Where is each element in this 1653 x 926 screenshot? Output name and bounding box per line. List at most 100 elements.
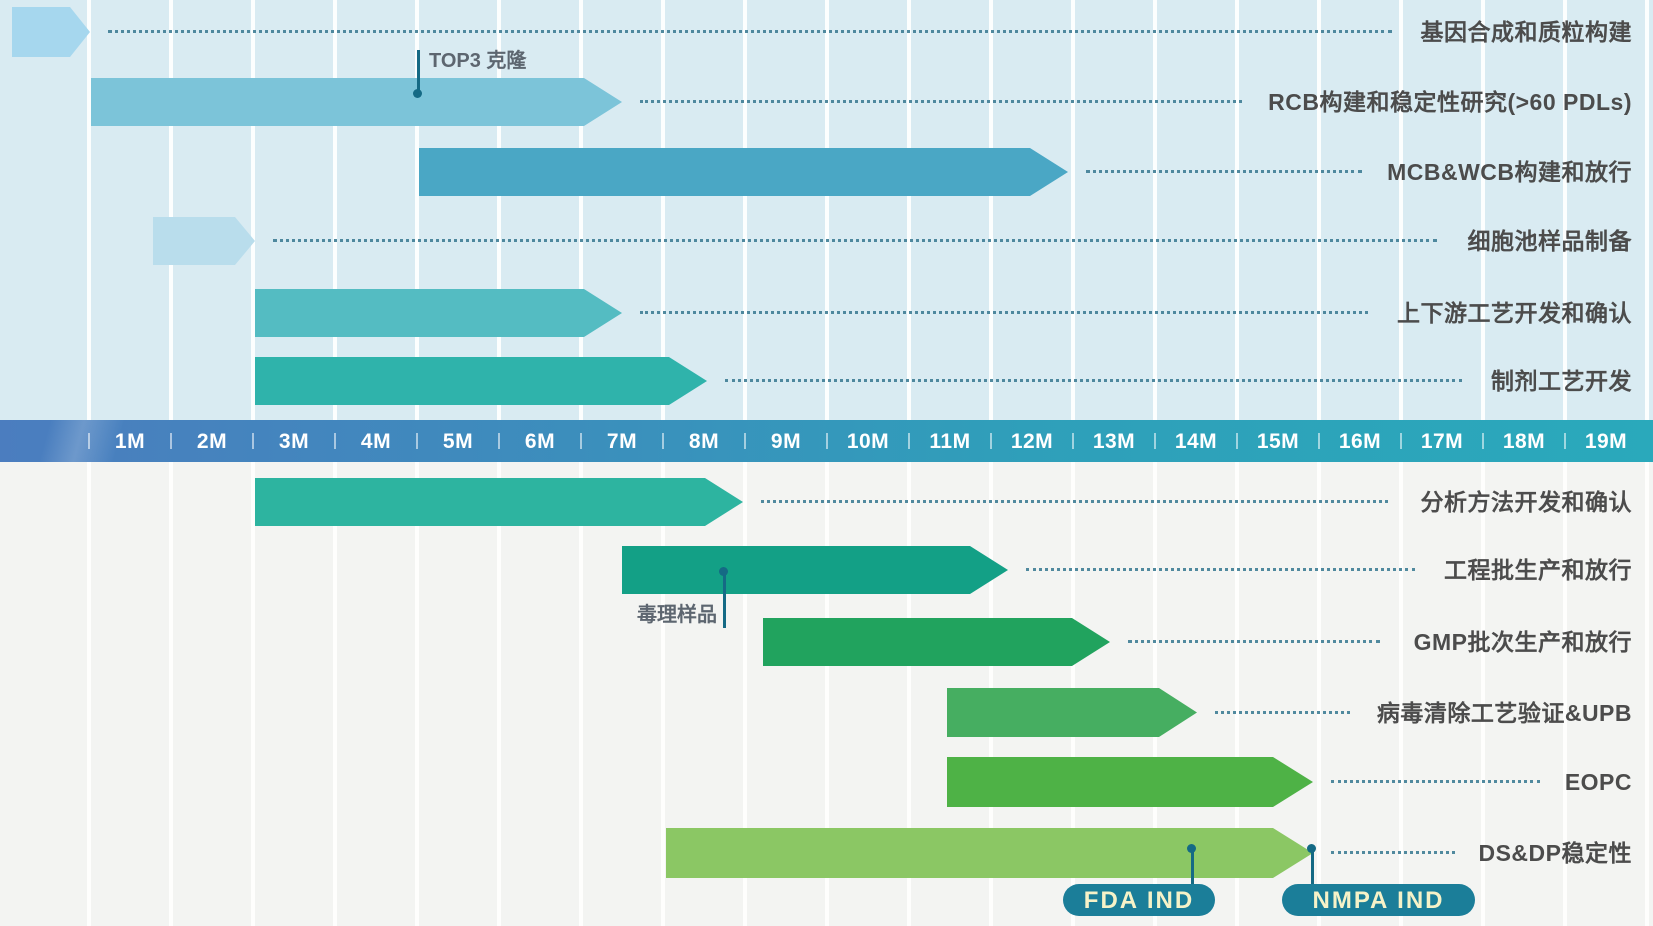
axis-month-label: 2M xyxy=(196,430,228,453)
axis-month-label: 9M xyxy=(770,430,802,453)
gridline-top xyxy=(1399,0,1403,420)
gridline-bottom xyxy=(1481,462,1485,926)
task-label: 病毒清除工艺验证&UPB xyxy=(1376,699,1632,726)
axis-month-label: 15M xyxy=(1256,430,1300,453)
axis-month-label: 12M xyxy=(1010,430,1054,453)
gridline-top xyxy=(989,0,993,420)
axis-month-label: 6M xyxy=(524,430,556,453)
axis-month-label: 13M xyxy=(1092,430,1136,453)
gridline-bottom xyxy=(333,462,337,926)
leader-dotted-line xyxy=(1331,851,1455,854)
task-bar xyxy=(255,289,622,337)
axis-month-label: 19M xyxy=(1584,430,1628,453)
leader-dotted-line xyxy=(640,100,1242,103)
annotation-stem xyxy=(723,571,726,628)
annotation-label: 毒理样品 xyxy=(637,604,717,626)
task-label: 上下游工艺开发和确认 xyxy=(1397,300,1632,326)
leader-dotted-line xyxy=(725,379,1462,382)
gridline-bottom xyxy=(415,462,419,926)
axis-month-label: 4M xyxy=(360,430,392,453)
task-label: 基因合成和质粒构建 xyxy=(1420,19,1632,45)
annotation-stem-dot xyxy=(719,567,728,576)
milestone-stem xyxy=(1311,848,1314,886)
milestone-stem-dot xyxy=(1187,844,1196,853)
axis-tick-separator xyxy=(1154,433,1156,449)
leader-dotted-line xyxy=(640,311,1368,314)
annotation-stem-dot xyxy=(413,89,422,98)
gridline-bottom xyxy=(1645,462,1649,926)
gridline-bottom xyxy=(825,462,829,926)
gridline-bottom xyxy=(1563,462,1567,926)
task-label: 制剂工艺开发 xyxy=(1491,368,1632,394)
annotation-label: TOP3 克隆 xyxy=(429,50,527,72)
gridline-top xyxy=(1563,0,1567,420)
task-bar xyxy=(666,828,1313,878)
axis-tick-separator xyxy=(580,433,582,449)
gridline-top xyxy=(1317,0,1321,420)
axis-tick-separator xyxy=(744,433,746,449)
task-bar xyxy=(153,217,255,265)
gridline-bottom xyxy=(743,462,747,926)
axis-month-label: 1M xyxy=(114,430,146,453)
gridline-top xyxy=(579,0,583,420)
gridline-top xyxy=(907,0,911,420)
task-label: 工程批生产和放行 xyxy=(1444,557,1632,583)
gridline-top xyxy=(825,0,829,420)
axis-month-label: 8M xyxy=(688,430,720,453)
task-label: 分析方法开发和确认 xyxy=(1420,489,1632,515)
axis-tick-separator xyxy=(662,433,664,449)
axis-decor-swoosh xyxy=(0,420,190,462)
gridline-top xyxy=(415,0,419,420)
leader-dotted-line xyxy=(761,500,1388,503)
task-bar xyxy=(255,357,707,405)
task-label: RCB构建和稳定性研究(>60 PDLs) xyxy=(1268,89,1632,115)
task-bar xyxy=(763,618,1110,666)
milestone-stem xyxy=(1191,848,1194,886)
gridline-top xyxy=(87,0,91,420)
task-bar xyxy=(947,688,1197,737)
task-bar xyxy=(255,478,743,526)
axis-tick-separator xyxy=(334,433,336,449)
milestone-stem-dot xyxy=(1307,844,1316,853)
gridline-bottom xyxy=(1399,462,1403,926)
gridline-top xyxy=(333,0,337,420)
gridline-bottom xyxy=(169,462,173,926)
gridline-top xyxy=(743,0,747,420)
task-label: DS&DP稳定性 xyxy=(1478,840,1632,866)
axis-month-label: 5M xyxy=(442,430,474,453)
axis-month-label: 11M xyxy=(929,430,971,453)
axis-tick-separator xyxy=(88,433,90,449)
task-bar xyxy=(622,546,1008,594)
gridline-bottom xyxy=(907,462,911,926)
gridline-top xyxy=(661,0,665,420)
gridline-top xyxy=(1071,0,1075,420)
gridline-top xyxy=(1645,0,1649,420)
gridline-bottom xyxy=(497,462,501,926)
annotation-stem xyxy=(417,50,420,93)
gridline-bottom xyxy=(87,462,91,926)
axis-tick-separator xyxy=(826,433,828,449)
axis-tick-separator xyxy=(1072,433,1074,449)
ind-milestone-pill: FDA IND xyxy=(1063,884,1215,916)
axis-tick-separator xyxy=(1482,433,1484,449)
gridline-bottom xyxy=(1235,462,1239,926)
axis-tick-separator xyxy=(990,433,992,449)
ind-milestone-pill: NMPA IND xyxy=(1282,884,1475,916)
axis-tick-separator xyxy=(252,433,254,449)
gridline-bottom xyxy=(579,462,583,926)
leader-dotted-line xyxy=(108,30,1392,33)
leader-dotted-line xyxy=(1086,170,1362,173)
task-bar xyxy=(91,78,622,126)
gridline-top xyxy=(497,0,501,420)
leader-dotted-line xyxy=(1128,640,1380,643)
gridline-top xyxy=(1235,0,1239,420)
gridline-top xyxy=(251,0,255,420)
task-label: MCB&WCB构建和放行 xyxy=(1387,159,1632,185)
axis-tick-separator xyxy=(908,433,910,449)
axis-tick-separator xyxy=(1318,433,1320,449)
task-label: 细胞池样品制备 xyxy=(1467,228,1632,254)
gridline-top xyxy=(1153,0,1157,420)
axis-month-label: 14M xyxy=(1174,430,1218,453)
task-bar xyxy=(419,148,1068,196)
